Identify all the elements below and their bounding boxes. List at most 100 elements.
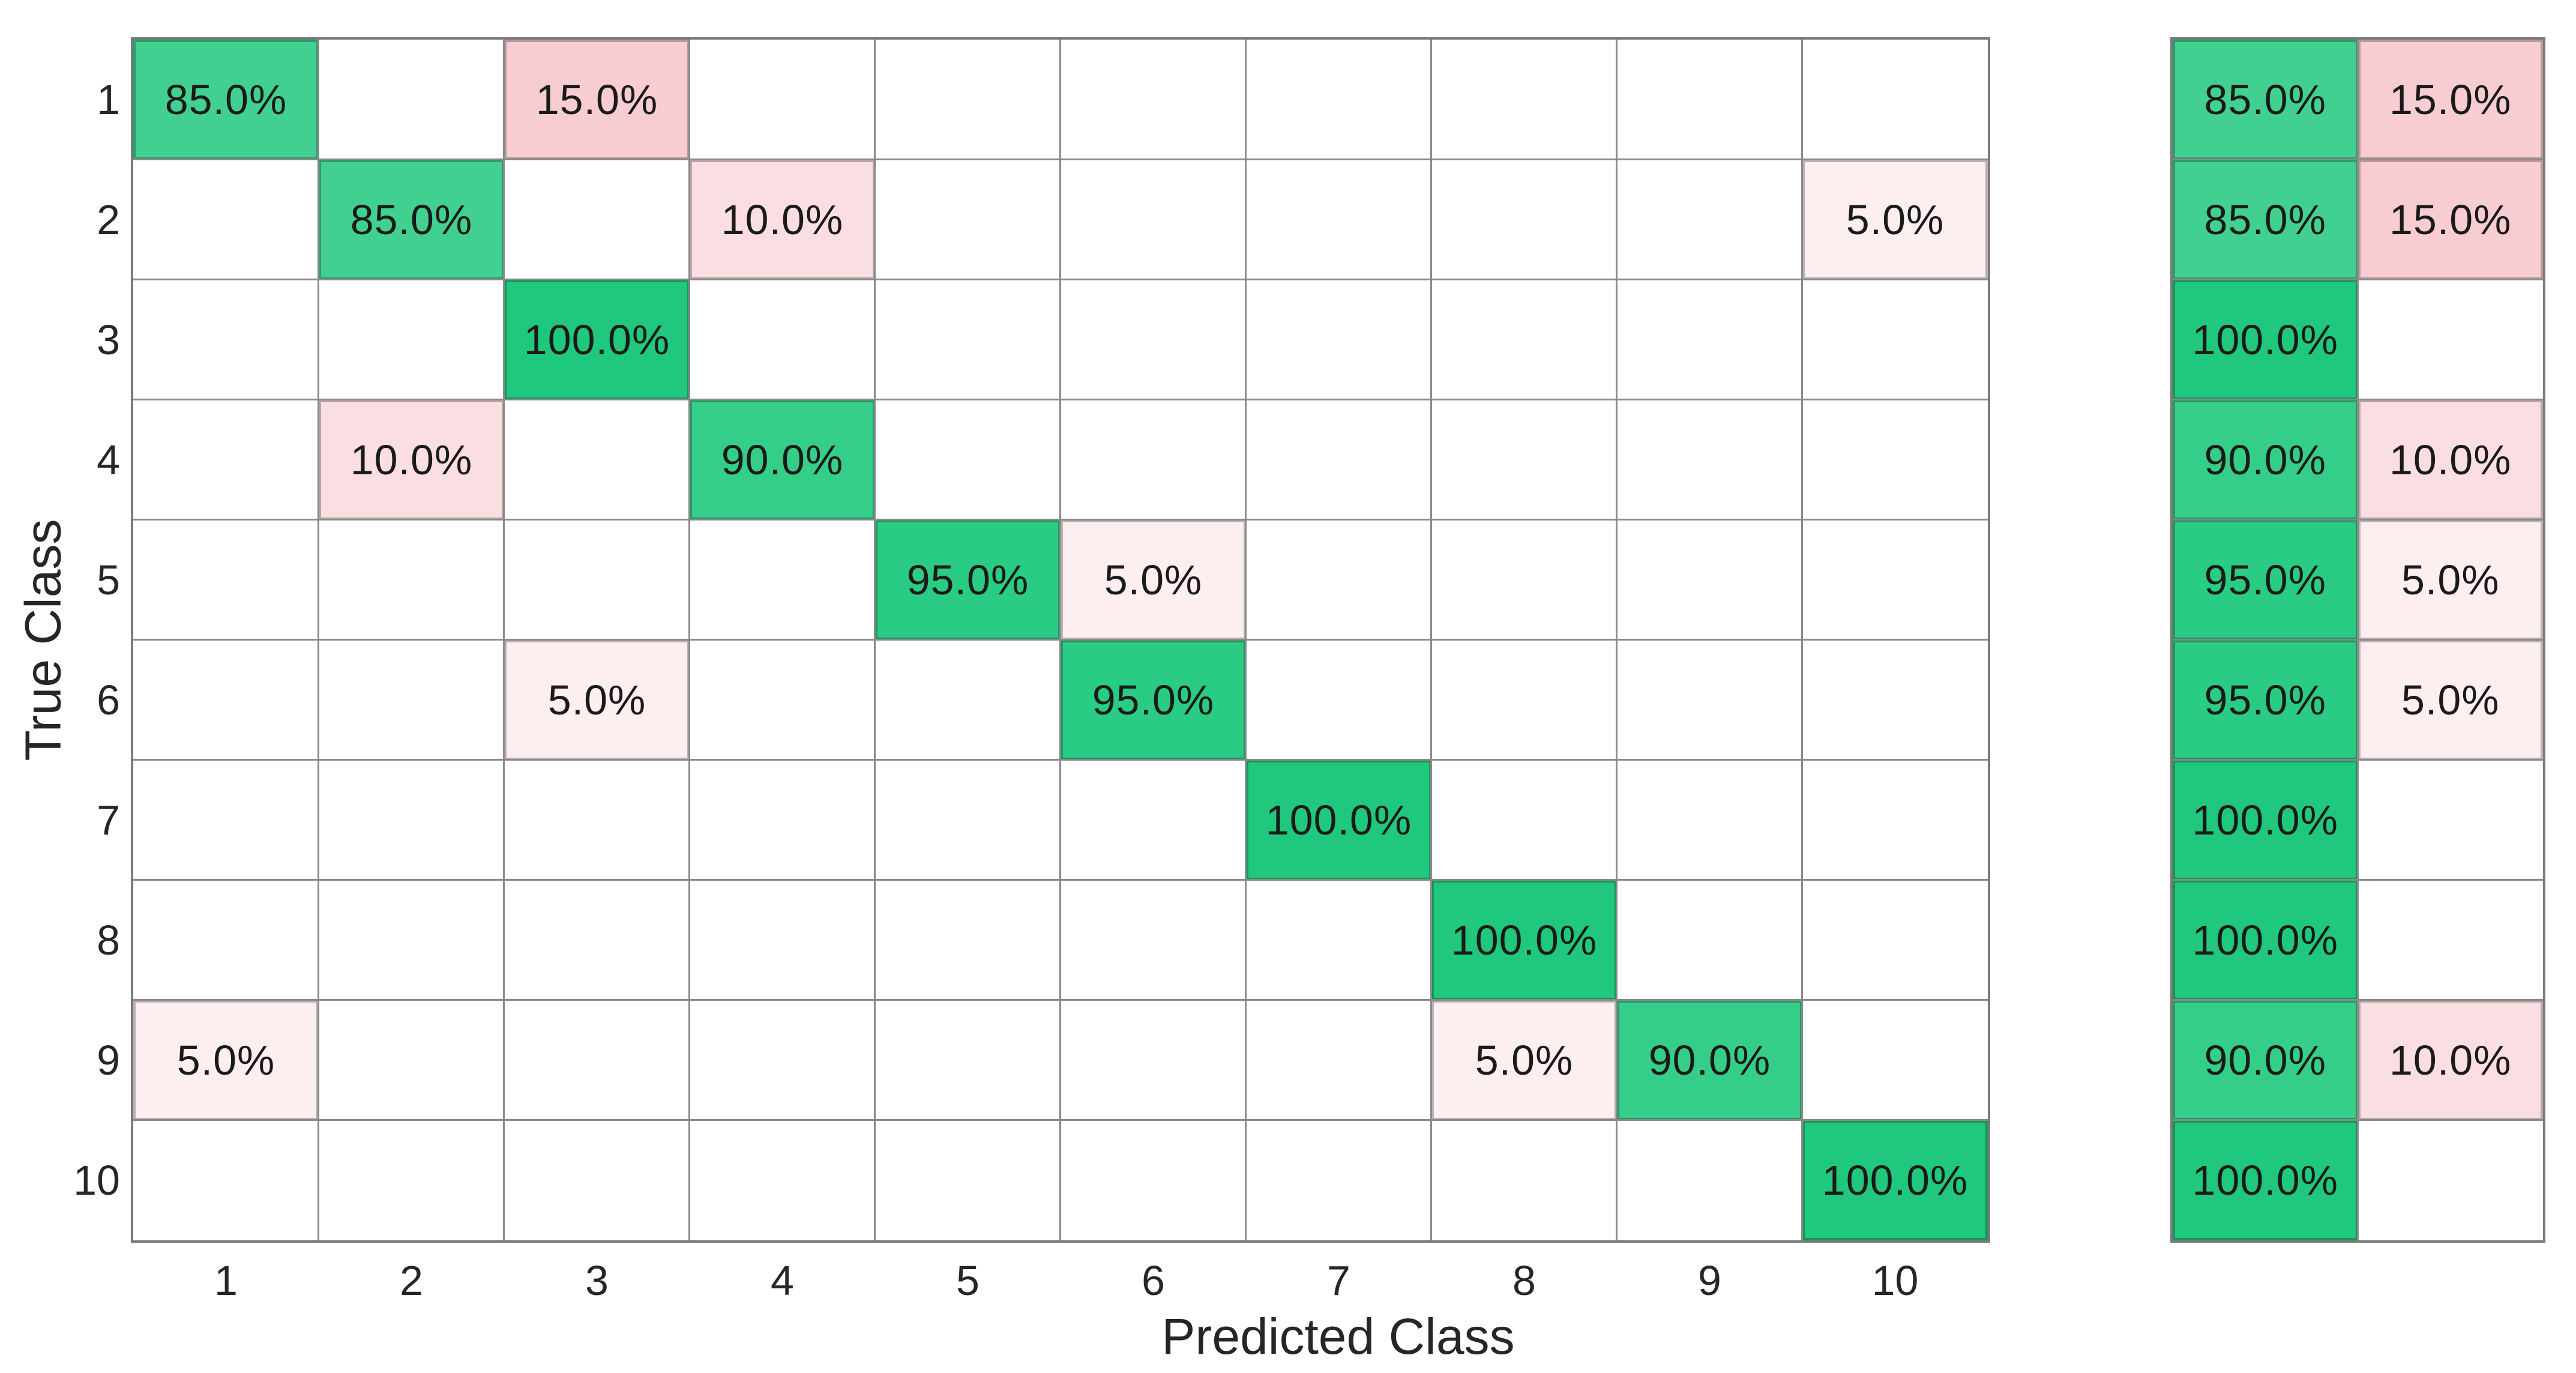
matrix-cell-row1-col8 (1431, 40, 1617, 160)
grid-line (2173, 399, 2543, 400)
matrix-cell-row10-col5 (875, 1120, 1061, 1240)
matrix-cell-row3-col1 (133, 280, 319, 400)
matrix-cell-row5-col8 (1431, 520, 1617, 640)
matrix-cell-row4-col2: 10.0% (319, 400, 504, 520)
summary-correct-row1: 85.0% (2173, 40, 2358, 160)
matrix-cell-row8-col10 (1802, 880, 1988, 1000)
summary-incorrect-row9: 10.0% (2358, 1000, 2543, 1120)
matrix-cell-row5-col7 (1246, 520, 1431, 640)
matrix-cell-row2-col1 (133, 160, 319, 280)
cell-value-label: 100.0% (1822, 1157, 1969, 1204)
matrix-cell-row3-col2 (319, 280, 504, 400)
matrix-cell-row2-col9 (1617, 160, 1802, 280)
cell-value-label: 85.0% (2204, 196, 2326, 243)
matrix-cell-row7-col6 (1061, 760, 1246, 880)
y-tick-label-6: 6 (97, 677, 120, 723)
matrix-cell-row5-col2 (319, 520, 504, 640)
cell-value-label: 100.0% (1451, 917, 1598, 964)
matrix-cell-row7-col5 (875, 760, 1061, 880)
matrix-cell-row7-col8 (1431, 760, 1617, 880)
matrix-cell-row3-col7 (1246, 280, 1431, 400)
x-tick-label-9: 9 (1698, 1257, 1721, 1304)
x-tick-label-8: 8 (1512, 1257, 1536, 1304)
matrix-cell-row2-col3 (504, 160, 690, 280)
matrix-cell-row10-col1 (133, 1120, 319, 1240)
matrix-cell-row9-col4 (690, 1000, 875, 1120)
matrix-cell-row1-col1: 85.0% (133, 40, 319, 160)
matrix-cell-row1-col6 (1061, 40, 1246, 160)
matrix-cell-row1-col4 (690, 40, 875, 160)
cell-value-label: 95.0% (1092, 677, 1215, 723)
matrix-cell-row3-col10 (1802, 280, 1988, 400)
matrix-cell-row6-col7 (1246, 640, 1431, 760)
cell-value-label: 5.0% (1475, 1037, 1574, 1084)
cell-value-label: 85.0% (164, 76, 287, 123)
summary-incorrect-row4: 10.0% (2358, 400, 2543, 520)
x-tick-label-2: 2 (400, 1257, 423, 1304)
y-tick-label-1: 1 (97, 76, 120, 123)
cell-value-label: 100.0% (523, 316, 670, 363)
cell-value-label: 100.0% (2192, 797, 2338, 843)
y-tick-label-9: 9 (97, 1037, 120, 1084)
grid-line (1801, 40, 1803, 1240)
cell-value-label: 90.0% (721, 436, 844, 483)
matrix-cell-row10-col6 (1061, 1120, 1246, 1240)
matrix-cell-row8-col2 (319, 880, 504, 1000)
cell-value-label: 10.0% (2389, 436, 2512, 483)
x-axis-tick-labels: 1 2 3 4 5 6 7 8 9 10 (133, 1252, 1988, 1309)
cell-value-label: 100.0% (2192, 1157, 2338, 1204)
matrix-cell-row8-col3 (504, 880, 690, 1000)
summary-incorrect-row3 (2358, 280, 2544, 400)
matrix-cell-row8-col8: 100.0% (1431, 880, 1617, 1000)
matrix-cell-row4-col5 (875, 400, 1061, 520)
matrix-cell-row4-col1 (133, 400, 319, 520)
summary-correct-row10: 100.0% (2173, 1120, 2358, 1240)
cell-value-label: 10.0% (350, 436, 473, 483)
cell-value-label: 90.0% (2204, 436, 2326, 483)
matrix-cell-row2-col5 (875, 160, 1061, 280)
matrix-cell-row10-col3 (504, 1120, 690, 1240)
summary-correct-row8: 100.0% (2173, 880, 2358, 1000)
summary-incorrect-row7 (2358, 760, 2544, 880)
grid-line (2173, 759, 2543, 761)
matrix-cell-row2-col2: 85.0% (319, 160, 504, 280)
grid-line (1245, 40, 1247, 1240)
matrix-cell-row9-col5 (875, 1000, 1061, 1120)
matrix-cell-row6-col5 (875, 640, 1061, 760)
matrix-cell-row1-col2 (319, 40, 504, 160)
grid-line (2173, 279, 2543, 280)
cell-value-label: 95.0% (2204, 557, 2326, 603)
grid-line (1430, 40, 1432, 1240)
grid-line (2173, 158, 2543, 160)
matrix-cell-row4-col9 (1617, 400, 1802, 520)
grid-line (133, 759, 1988, 761)
matrix-cell-row9-col10 (1802, 1000, 1988, 1120)
x-tick-label-6: 6 (1142, 1257, 1165, 1304)
summary-correct-row4: 90.0% (2173, 400, 2358, 520)
matrix-cell-row4-col4: 90.0% (690, 400, 875, 520)
x-tick-label-5: 5 (956, 1257, 980, 1304)
matrix-cell-row6-col6: 95.0% (1061, 640, 1246, 760)
matrix-cell-row10-col4 (690, 1120, 875, 1240)
matrix-cell-row8-col9 (1617, 880, 1802, 1000)
cell-value-label: 5.0% (176, 1037, 275, 1084)
cell-value-label: 10.0% (2389, 1037, 2512, 1084)
row-summary-panel: 85.0% 15.0% 85.0% 15.0% 100.0% 90.0% 10.0% 95.0… (2170, 37, 2545, 1243)
matrix-cell-row5-col5: 95.0% (875, 520, 1061, 640)
cell-value-label: 5.0% (2401, 677, 2500, 723)
matrix-cell-row8-col7 (1246, 880, 1431, 1000)
matrix-cell-row5-col3 (504, 520, 690, 640)
matrix-cell-row2-col8 (1431, 160, 1617, 280)
cell-value-label: 10.0% (721, 196, 844, 243)
cell-value-label: 95.0% (906, 557, 1029, 603)
matrix-cell-row7-col2 (319, 760, 504, 880)
matrix-cell-row8-col4 (690, 880, 875, 1000)
cell-value-label: 15.0% (2389, 196, 2512, 243)
matrix-cell-row2-col4: 10.0% (690, 160, 875, 280)
matrix-cell-row7-col1 (133, 760, 319, 880)
y-tick-label-8: 8 (97, 917, 120, 964)
matrix-cell-row3-col3: 100.0% (504, 280, 690, 400)
matrix-cell-row6-col1 (133, 640, 319, 760)
grid-line (133, 999, 1988, 1001)
matrix-cell-row6-col3: 5.0% (504, 640, 690, 760)
